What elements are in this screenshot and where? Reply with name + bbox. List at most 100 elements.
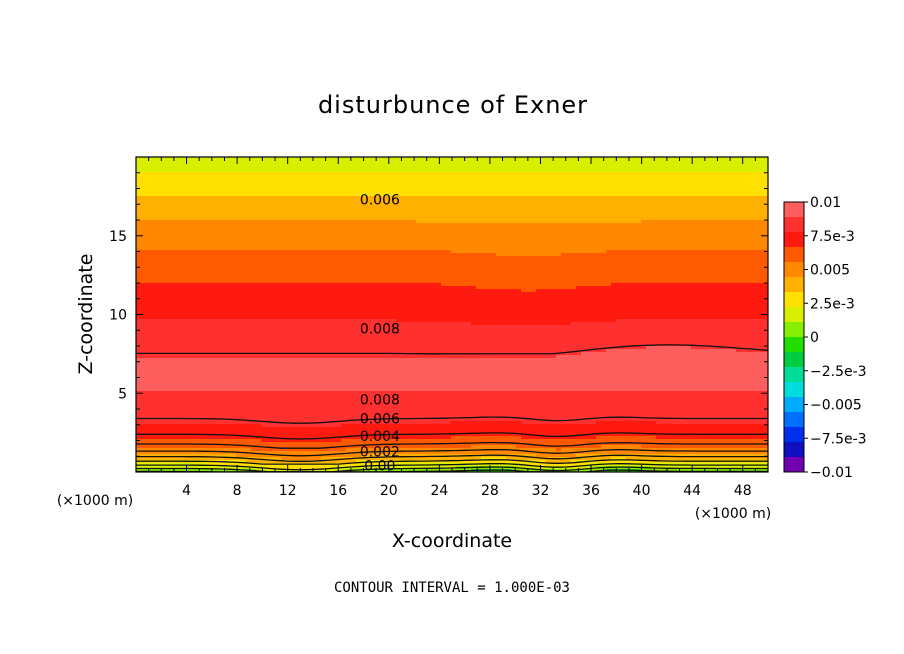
field-cell	[156, 331, 162, 335]
field-cell	[136, 409, 142, 413]
field-cell	[166, 322, 172, 326]
field-cell	[141, 325, 147, 329]
field-cell	[271, 391, 277, 395]
field-cell	[286, 301, 292, 305]
field-cell	[201, 304, 207, 308]
field-cell	[236, 397, 242, 401]
field-cell	[231, 265, 237, 269]
field-cell	[201, 445, 207, 449]
field-cell	[296, 265, 302, 269]
field-cell	[296, 274, 302, 278]
field-cell	[326, 394, 332, 398]
field-cell	[241, 397, 247, 401]
field-cell	[146, 172, 152, 176]
field-cell	[171, 265, 177, 269]
field-cell	[281, 256, 287, 260]
field-cell	[296, 190, 302, 194]
field-cell	[181, 244, 187, 248]
field-cell	[166, 226, 172, 230]
field-cell	[321, 298, 327, 302]
field-cell	[186, 187, 192, 191]
field-cell	[136, 436, 142, 440]
field-cell	[281, 412, 287, 416]
field-cell	[166, 220, 172, 224]
field-cell	[301, 214, 307, 218]
field-cell	[136, 244, 142, 248]
field-cell	[241, 280, 247, 284]
field-cell	[331, 271, 337, 275]
field-cell	[156, 193, 162, 197]
field-cell	[171, 286, 177, 290]
field-cell	[146, 229, 152, 233]
field-cell	[216, 382, 222, 386]
field-cell	[216, 427, 222, 431]
field-cell	[261, 385, 267, 389]
field-cell	[286, 217, 292, 221]
field-cell	[271, 193, 277, 197]
field-cell	[311, 385, 317, 389]
field-cell	[326, 163, 332, 167]
field-cell	[236, 217, 242, 221]
field-cell	[301, 169, 307, 173]
field-cell	[196, 223, 202, 227]
field-cell	[256, 202, 262, 206]
field-cell	[166, 295, 172, 299]
field-cell	[196, 304, 202, 308]
field-cell	[291, 436, 297, 440]
field-cell	[316, 460, 322, 464]
field-cell	[261, 253, 267, 257]
field-cell	[256, 316, 262, 320]
field-cell	[166, 235, 172, 239]
field-cell	[251, 316, 257, 320]
field-cell	[196, 247, 202, 251]
field-cell	[146, 199, 152, 203]
field-cell	[216, 307, 222, 311]
field-cell	[166, 193, 172, 197]
field-cell	[221, 391, 227, 395]
field-cell	[211, 295, 217, 299]
field-cell	[166, 286, 172, 290]
field-cell	[161, 292, 167, 296]
field-cell	[266, 421, 272, 425]
field-cell	[251, 193, 257, 197]
field-cell	[166, 469, 172, 472]
field-cell	[246, 442, 252, 446]
field-cell	[186, 439, 192, 443]
field-cell	[321, 277, 327, 281]
field-cell	[146, 271, 152, 275]
field-cell	[191, 424, 197, 428]
field-cell	[236, 442, 242, 446]
field-cell	[296, 322, 302, 326]
field-cell	[236, 256, 242, 260]
field-cell	[211, 259, 217, 263]
field-cell	[311, 379, 317, 383]
field-cell	[251, 418, 257, 422]
field-cell	[276, 229, 282, 233]
field-cell	[201, 346, 207, 350]
field-cell	[136, 223, 142, 227]
field-cell	[221, 250, 227, 254]
field-cell	[181, 409, 187, 413]
field-cell	[221, 343, 227, 347]
field-cell	[321, 271, 327, 275]
field-cell	[301, 256, 307, 260]
field-cell	[191, 265, 197, 269]
field-cell	[201, 235, 207, 239]
field-cell	[251, 358, 257, 362]
field-cell	[281, 274, 287, 278]
field-cell	[306, 280, 312, 284]
field-cell	[271, 280, 277, 284]
field-cell	[156, 295, 162, 299]
field-cell	[226, 403, 232, 407]
field-cell	[256, 442, 262, 446]
field-cell	[231, 427, 237, 431]
field-cell	[291, 274, 297, 278]
field-cell	[281, 334, 287, 338]
field-cell	[176, 361, 182, 365]
field-cell	[326, 286, 332, 290]
field-cell	[171, 328, 177, 332]
field-cell	[281, 379, 287, 383]
field-cell	[176, 337, 182, 341]
field-cell	[161, 205, 167, 209]
field-cell	[321, 400, 327, 404]
